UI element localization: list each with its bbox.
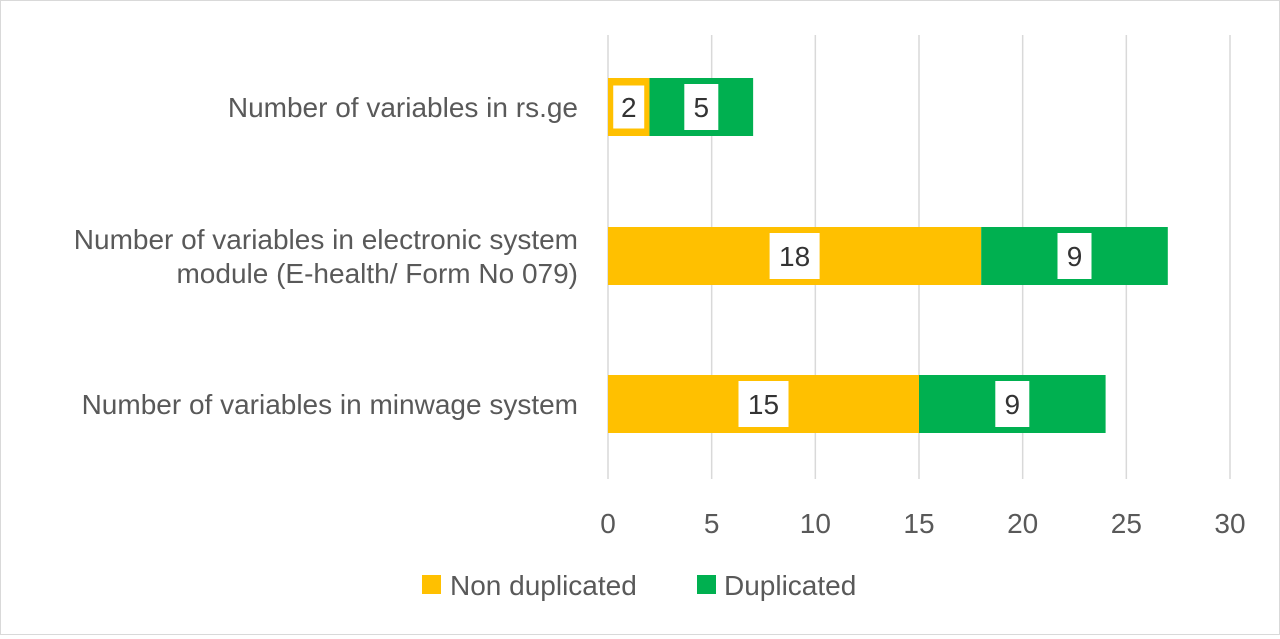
data-label-box — [610, 82, 648, 132]
legend-swatch — [697, 575, 716, 594]
data-label: 9 — [1005, 389, 1021, 420]
legend-swatch — [422, 575, 441, 594]
legend: Non duplicated Duplicated — [422, 570, 856, 601]
x-axis-ticks: 0 5 10 15 20 25 30 — [600, 508, 1245, 539]
data-label: 18 — [779, 241, 810, 272]
data-label-box — [684, 84, 719, 130]
x-tick-label: 5 — [704, 508, 720, 539]
data-label-box — [995, 381, 1030, 427]
category-labels: Number of variables in rs.ge Number of va… — [74, 92, 578, 420]
legend-label: Non duplicated — [450, 570, 637, 601]
data-label-box — [738, 381, 789, 427]
category-label: Number of variables in minwage system — [82, 389, 578, 420]
x-tick-label: 20 — [1007, 508, 1038, 539]
x-tick-label: 0 — [600, 508, 616, 539]
x-tick-label: 30 — [1214, 508, 1245, 539]
data-labels: 2 5 18 9 15 9 — [610, 82, 1092, 427]
data-label: 9 — [1067, 241, 1083, 272]
x-tick-label: 25 — [1111, 508, 1142, 539]
data-label: 15 — [748, 389, 779, 420]
data-label: 5 — [694, 92, 710, 123]
data-label: 2 — [621, 92, 637, 123]
x-tick-label: 15 — [903, 508, 934, 539]
x-tick-label: 10 — [800, 508, 831, 539]
data-label-box — [1057, 233, 1092, 279]
category-label: module (E-health/ Form No 079) — [176, 258, 578, 289]
legend-label: Duplicated — [724, 570, 856, 601]
category-label: Number of variables in electronic system — [74, 224, 578, 255]
category-label: Number of variables in rs.ge — [228, 92, 578, 123]
data-label-box — [769, 233, 820, 279]
